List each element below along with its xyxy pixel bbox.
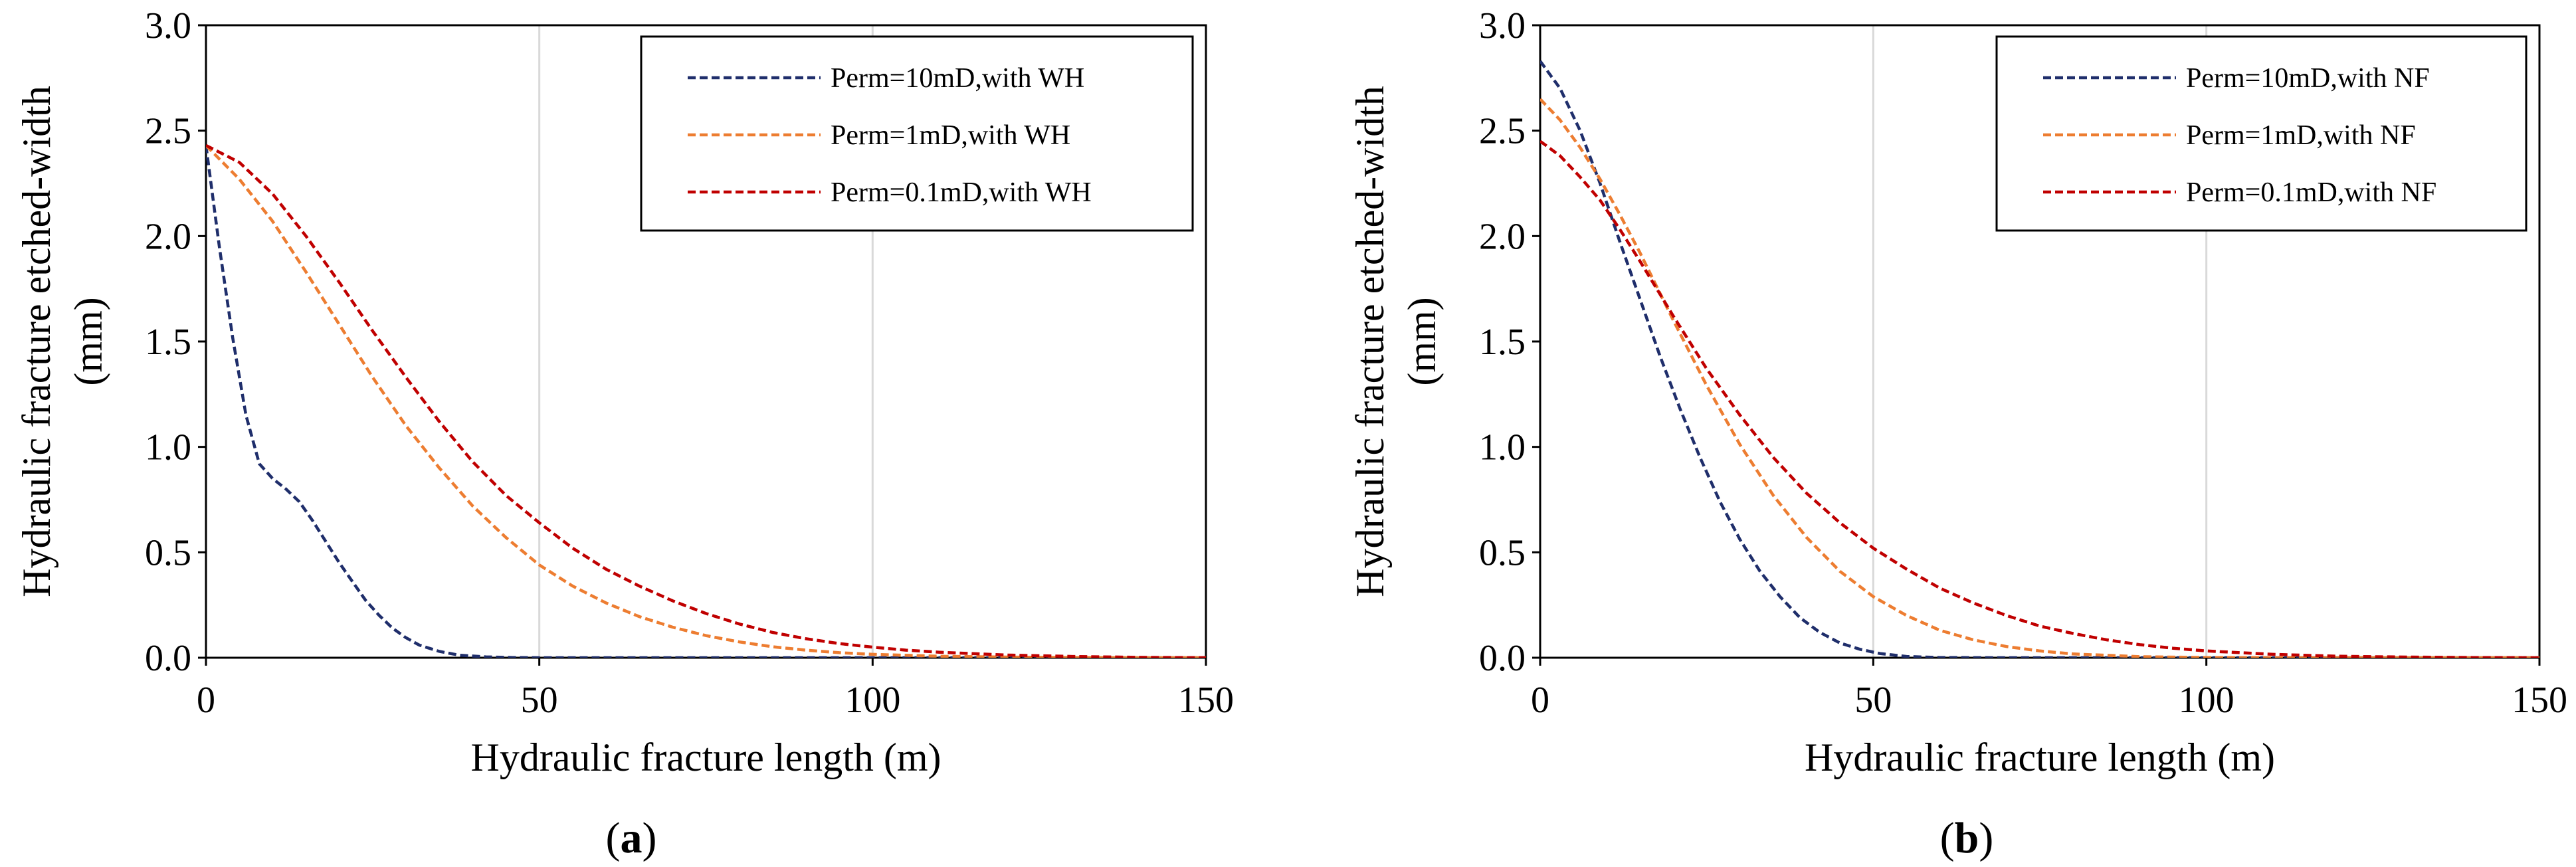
y-tick-label: 0.0 (145, 638, 191, 679)
legend-label-1: Perm=1mD,with WH (831, 120, 1070, 151)
y-tick-label: 2.5 (145, 111, 191, 152)
y-tick-label: 1.0 (145, 427, 191, 468)
x-tick-label: 50 (1854, 680, 1892, 721)
y-tick-label: 0.5 (145, 532, 191, 573)
x-tick-label: 100 (2179, 680, 2234, 721)
series-line-0 (206, 145, 1206, 658)
legend: Perm=10mD,with NF Perm=1mD,with NF Perm=0.… (1995, 35, 2527, 232)
panel-label-close-paren: ) (643, 814, 657, 862)
chart-panel-b: 0.0 0.5 1.0 1.5 2.0 2.5 3.0 0 50 100 150 Hydraulic … (1348, 5, 2567, 862)
panel-label-letter: a (621, 814, 643, 862)
legend-label-0: Perm=10mD,with NF (2186, 63, 2430, 94)
series-line-2 (206, 144, 1206, 658)
x-tick-label: 0 (1531, 680, 1549, 721)
y-tick-label: 0.5 (1479, 532, 1526, 573)
x-axis-title: Hydraulic fracture length (m) (1805, 735, 2275, 779)
panel-label: (a) (606, 814, 657, 862)
chart-panel-a: 0.0 0.5 1.0 1.5 2.0 2.5 3.0 0 50 100 150 Hydraulic … (15, 5, 1234, 862)
panel-label-open-paren: ( (606, 814, 621, 862)
y-axis-title-unit: (mm) (66, 297, 110, 385)
y-axis-title: Hydraulic fracture etched-width (15, 86, 58, 597)
panel-label-open-paren: ( (1940, 814, 1955, 862)
series-line-1 (206, 144, 1206, 658)
y-tick-label: 0.0 (1479, 638, 1526, 679)
series-line-0 (1540, 60, 2539, 658)
panel-label-letter: b (1955, 814, 1979, 862)
y-axis-title-unit: (mm) (1400, 297, 1444, 385)
y-tick-label: 3.0 (145, 5, 191, 47)
x-tick-label: 100 (844, 680, 900, 721)
legend-box (640, 35, 1194, 232)
y-tick-label: 2.0 (1479, 216, 1526, 257)
legend-label-2: Perm=0.1mD,with NF (2186, 177, 2436, 208)
y-tick-label: 1.5 (1479, 322, 1526, 363)
legend: Perm=10mD,with WH Perm=1mD,with WH Perm=0.… (640, 35, 1194, 232)
y-tick-label: 3.0 (1479, 5, 1526, 47)
legend-label-1: Perm=1mD,with NF (2186, 120, 2416, 151)
panels: 0.0 0.5 1.0 1.5 2.0 2.5 3.0 0 50 100 150 Hydraulic … (15, 5, 2567, 862)
y-tick-label: 2.0 (145, 216, 191, 257)
legend-label-2: Perm=0.1mD,with WH (831, 177, 1092, 208)
y-tick-label: 1.5 (145, 322, 191, 363)
x-tick-label: 150 (2512, 680, 2567, 721)
x-tick-label: 0 (197, 680, 215, 721)
series-line-1 (1540, 98, 2539, 658)
y-tick-label: 2.5 (1479, 111, 1526, 152)
series-line-2 (1540, 140, 2539, 658)
x-tick-label: 50 (521, 680, 558, 721)
panel-label-close-paren: ) (1979, 814, 1993, 862)
legend-label-0: Perm=10mD,with WH (831, 63, 1084, 94)
panel-label: (b) (1940, 814, 1994, 862)
x-axis-title: Hydraulic fracture length (m) (470, 735, 941, 779)
y-axis-title: Hydraulic fracture etched-width (1348, 86, 1392, 597)
y-tick-label: 1.0 (1479, 427, 1526, 468)
x-tick-label: 150 (1178, 680, 1234, 721)
